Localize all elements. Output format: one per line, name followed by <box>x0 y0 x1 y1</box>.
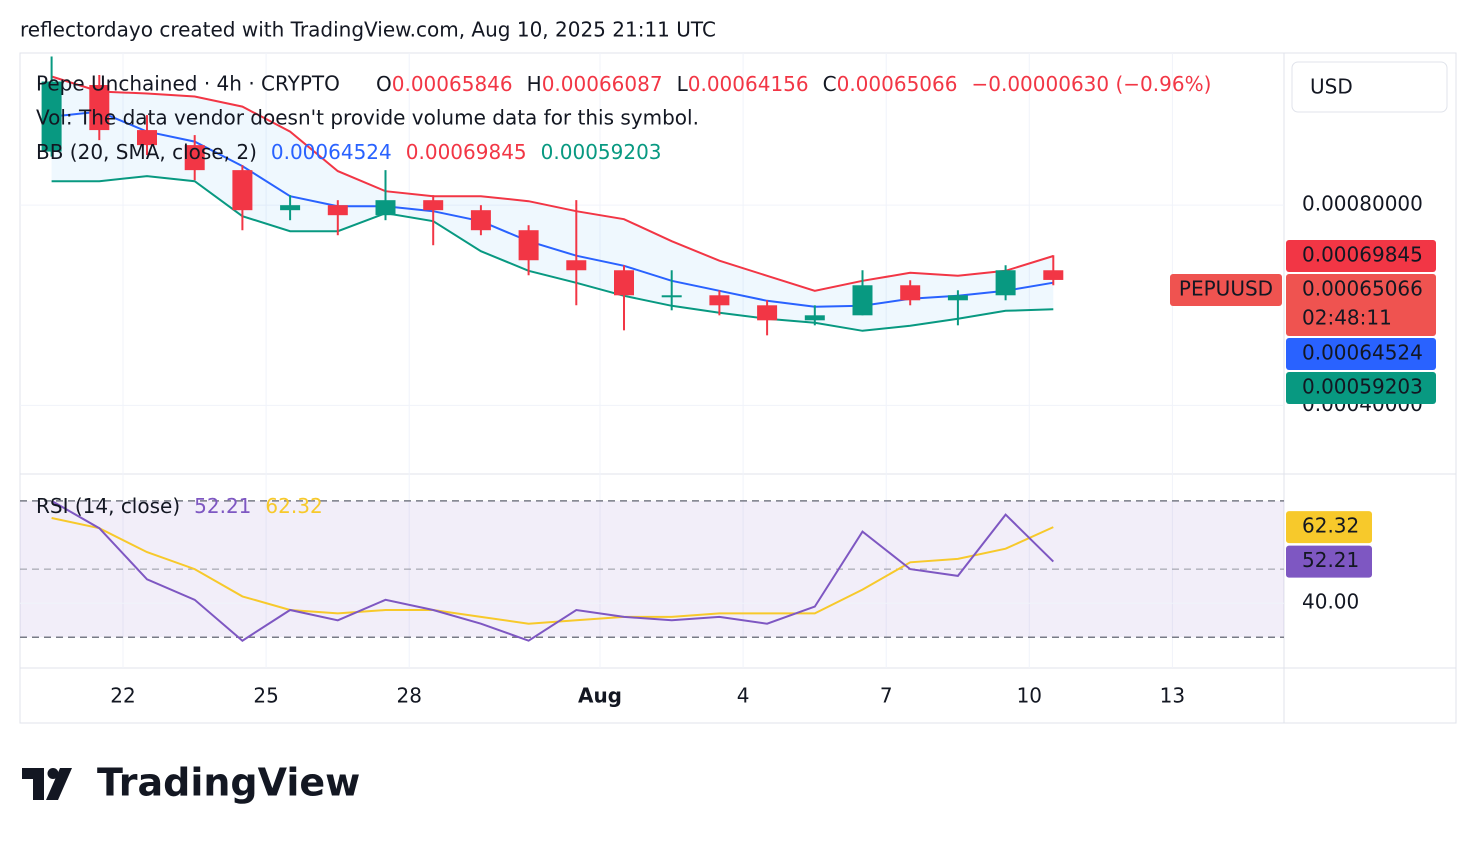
indicator-name: RSI (14, close) <box>36 494 180 518</box>
candle-body <box>661 295 682 298</box>
indicator-legend: BB (20, SMA, close, 2) 0.00064524 0.000698… <box>36 140 662 164</box>
x-tick-label: 22 <box>110 684 135 708</box>
candle-body <box>900 285 921 301</box>
price-label-bg <box>1286 338 1436 371</box>
indicator-line <box>51 75 1054 292</box>
x-tick-label: 10 <box>1017 684 1042 708</box>
candle-body <box>327 205 348 216</box>
price-label: 0.00069845 <box>1302 243 1423 267</box>
x-tick-label: 28 <box>396 684 421 708</box>
candle-body <box>89 85 110 131</box>
currency[interactable]: USD <box>1310 75 1353 99</box>
x-tick-label: Aug <box>578 684 622 708</box>
candle-body <box>184 145 205 171</box>
ohlc-label: C <box>823 72 837 96</box>
chart-frame <box>19 52 1457 724</box>
price-label-bg <box>1286 240 1436 273</box>
ticker-tag <box>1170 274 1282 307</box>
ohlc-value: 0.00064156 <box>688 72 809 96</box>
price-label-bg <box>1286 372 1436 405</box>
candle-body <box>280 205 301 211</box>
rsi-label: 62.32 <box>1302 514 1359 538</box>
currency-button[interactable] <box>1291 61 1448 113</box>
candle-body <box>518 230 539 261</box>
legend: Pepe Unchained · 4h · CRYPTO O0.00065846 H… <box>36 72 1211 518</box>
candle-body <box>709 295 730 306</box>
candle-body <box>1043 270 1064 280</box>
x-tick-label: 4 <box>737 684 750 708</box>
rsi-label: 52.21 <box>1302 548 1359 572</box>
candle-body <box>614 270 634 296</box>
candle-body <box>995 270 1016 296</box>
candle-body <box>232 170 253 211</box>
rsi-label-bg <box>1286 511 1372 544</box>
candle-body <box>852 285 873 316</box>
indicator-name: BB (20, SMA, close, 2) <box>36 140 257 164</box>
price-label-bg <box>1286 274 1436 337</box>
grid <box>20 53 1284 668</box>
candle-body <box>804 315 825 321</box>
candle-body <box>470 210 491 231</box>
indicator-line <box>51 175 1054 332</box>
ohlc: O0.00065846 H0.00066087 L0.00064156 C0.0006… <box>376 72 1211 96</box>
y-tick-label: 0.00080000 <box>1302 192 1423 216</box>
indicator-value: 0.00059203 <box>541 140 662 164</box>
ohlc-value: 0.00065846 <box>392 72 513 96</box>
ohlc-value: 0.00065066 <box>837 72 958 96</box>
candle-body <box>423 200 444 211</box>
indicator-value: 52.21 <box>194 494 251 518</box>
candle-body <box>566 260 587 271</box>
indicator-value: 0.00064524 <box>271 140 392 164</box>
x-tick-label: 13 <box>1160 684 1185 708</box>
ohlc-label: H <box>527 72 542 96</box>
indicator-line <box>51 110 1054 308</box>
candle-body <box>375 200 396 216</box>
y-tick-label: 40.00 <box>1302 590 1359 614</box>
change: −0.00000630 (−0.96%) <box>971 72 1211 96</box>
indicator-value: 62.32 <box>265 494 322 518</box>
indicator-value: 0.00069845 <box>406 140 527 164</box>
symbol: Pepe Unchained · 4h · CRYPTO <box>36 72 340 96</box>
candle-body <box>41 81 62 152</box>
marks <box>41 56 1064 642</box>
axes: 222528Aug4710130.000400000.0008000040.00… <box>110 192 1436 708</box>
logo-text: TradingView <box>97 761 360 805</box>
countdown: 02:48:11 <box>1302 306 1392 330</box>
price-label: 0.00064524 <box>1302 341 1423 365</box>
x-tick-label: 7 <box>880 684 893 708</box>
indicator-legend: RSI (14, close) 52.21 62.32 <box>36 494 323 518</box>
attribution: reflectordayo created with TradingView.c… <box>20 18 716 42</box>
logo-icon <box>22 768 72 800</box>
rsi-label-bg <box>1286 545 1372 578</box>
ohlc-value: 0.00066087 <box>542 72 663 96</box>
candle-body <box>757 305 778 321</box>
ohlc-label: L <box>677 72 689 96</box>
price-label: 0.00065066 <box>1302 277 1423 301</box>
indicator-line <box>51 500 1055 642</box>
candle-body <box>947 295 968 301</box>
x-tick-label: 25 <box>253 684 278 708</box>
candle-body <box>137 130 157 146</box>
indicator-line <box>51 517 1054 625</box>
price-label: 0.00059203 <box>1302 375 1423 399</box>
ticker: PEPUUSD <box>1179 277 1273 301</box>
volume-note: Vol: The data vendor doesn't provide vol… <box>36 106 699 130</box>
ohlc-label: O <box>376 72 392 96</box>
